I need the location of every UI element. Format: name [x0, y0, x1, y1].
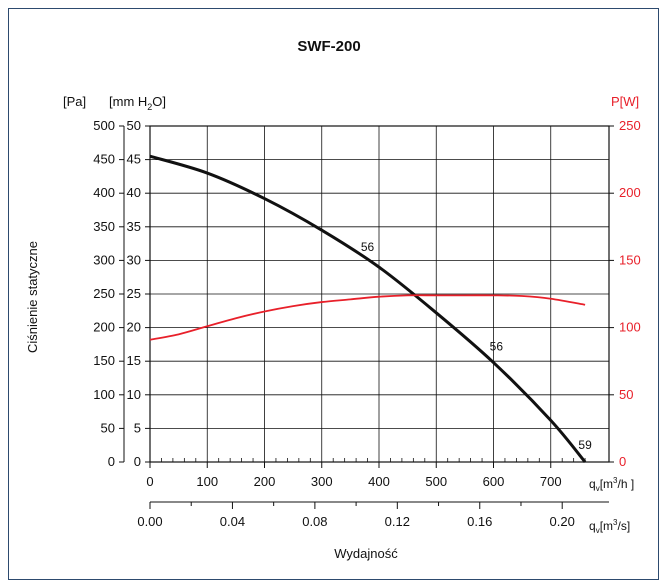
x-m3h-tick-label: 100: [196, 474, 218, 489]
mid-axis-tick-label: 15: [127, 353, 141, 368]
curve-annotation: 59: [578, 438, 592, 452]
pressure-curve: [149, 154, 587, 463]
x-m3s-tick-label: 0.20: [550, 514, 575, 529]
left-axis-tick-label: 300: [93, 252, 115, 267]
annotations: 56 56 59: [361, 240, 592, 452]
right-axis-tick-label: 100: [619, 320, 641, 335]
left-axis-tick-label: 450: [93, 152, 115, 167]
right-axis-unit: P[W]: [611, 94, 639, 109]
x-m3s-tick-label: 0.08: [302, 514, 327, 529]
series: [149, 154, 587, 463]
left-axis-tick-label: 250: [93, 286, 115, 301]
x-m3h-tick-label: 400: [368, 474, 390, 489]
x-m3s-tick-label: 0.12: [385, 514, 410, 529]
right-axis-tick-label: 50: [619, 387, 633, 402]
x-axis-label: Wydajność: [334, 546, 398, 561]
left-axis-tick-label: 200: [93, 320, 115, 335]
curve-annotation: 56: [361, 240, 375, 254]
x-m3h-tick-label: 700: [540, 474, 562, 489]
mid-axis-tick-label: 40: [127, 185, 141, 200]
left-axis-tick-label: 350: [93, 219, 115, 234]
x-m3s-tick-label: 0.16: [467, 514, 492, 529]
right-axis-tick-label: 250: [619, 118, 641, 133]
axes: 5004504003503002502001501005005045403530…: [93, 118, 640, 529]
mid-axis-tick-label: 0: [134, 454, 141, 469]
mid-axis-tick-label: 20: [127, 320, 141, 335]
right-axis-tick-label: 200: [619, 185, 641, 200]
x-m3h-tick-label: 300: [311, 474, 333, 489]
x-m3h-tick-label: 600: [483, 474, 505, 489]
curve-annotation: 56: [490, 339, 504, 353]
left-axis-tick-label: 500: [93, 118, 115, 133]
x-axis-m3s-unit: qv[m3/s]: [589, 518, 630, 535]
mid-axis-tick-label: 30: [127, 252, 141, 267]
x-m3h-tick-label: 200: [254, 474, 276, 489]
x-m3s-tick-label: 0.00: [137, 514, 162, 529]
chart-svg: SWF-200 [Pa] [mm H2O] P[W] Ciśnienie sta…: [25, 38, 641, 561]
mid-axis-tick-label: 50: [127, 118, 141, 133]
y-axis-label: Ciśnienie statyczne: [25, 241, 40, 353]
mid-axis-tick-label: 25: [127, 286, 141, 301]
left-axis-unit: [Pa]: [63, 94, 86, 109]
x-axis-m3h-unit: qv[m3/h ]: [589, 476, 634, 493]
grid: [150, 126, 609, 462]
x-m3h-tick-label: 0: [146, 474, 153, 489]
x-m3s-tick-label: 0.04: [220, 514, 245, 529]
right-axis-tick-label: 150: [619, 252, 641, 267]
chart-title: SWF-200: [297, 38, 360, 55]
chart-frame: SWF-200 [Pa] [mm H2O] P[W] Ciśnienie sta…: [8, 8, 659, 580]
left-axis-tick-label: 150: [93, 353, 115, 368]
mid-axis-tick-label: 5: [134, 420, 141, 435]
left-axis-tick-label: 100: [93, 387, 115, 402]
x-m3h-tick-label: 500: [425, 474, 447, 489]
mid-axis-tick-label: 45: [127, 152, 141, 167]
right-axis-tick-label: 0: [619, 454, 626, 469]
left-axis-tick-label: 0: [108, 454, 115, 469]
left-axis-tick-label: 400: [93, 185, 115, 200]
mid-axis-tick-label: 35: [127, 219, 141, 234]
mid-axis-tick-label: 10: [127, 387, 141, 402]
mid-axis-unit: [mm H2O]: [109, 94, 166, 112]
power-curve: [149, 294, 586, 341]
left-axis-tick-label: 50: [101, 420, 115, 435]
